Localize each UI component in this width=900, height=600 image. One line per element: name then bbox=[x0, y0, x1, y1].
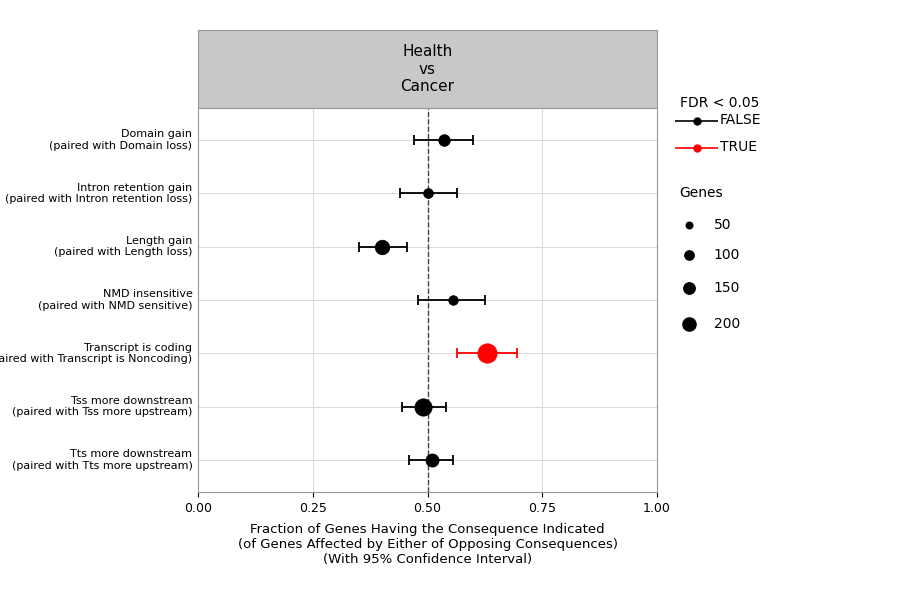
Point bbox=[374, 242, 389, 251]
Text: FDR < 0.05: FDR < 0.05 bbox=[680, 96, 759, 110]
Text: Genes: Genes bbox=[680, 186, 723, 200]
Point bbox=[480, 349, 494, 358]
X-axis label: Fraction of Genes Having the Consequence Indicated
(of Genes Affected by Either : Fraction of Genes Having the Consequence… bbox=[238, 523, 617, 566]
Text: FALSE: FALSE bbox=[720, 113, 761, 127]
Text: TRUE: TRUE bbox=[720, 140, 757, 154]
Point bbox=[682, 250, 697, 260]
Point bbox=[689, 143, 704, 152]
Point bbox=[420, 188, 435, 198]
Text: 50: 50 bbox=[714, 218, 731, 232]
Point bbox=[682, 283, 697, 293]
Point bbox=[416, 402, 430, 412]
Text: 200: 200 bbox=[714, 317, 740, 331]
Text: 100: 100 bbox=[714, 248, 740, 262]
Point bbox=[446, 295, 460, 305]
Text: Health
vs
Cancer: Health vs Cancer bbox=[400, 44, 454, 94]
Point bbox=[425, 455, 439, 465]
Point bbox=[436, 135, 451, 145]
Point bbox=[682, 319, 697, 329]
Text: 150: 150 bbox=[714, 281, 740, 295]
Point bbox=[682, 220, 697, 230]
Point bbox=[689, 116, 704, 125]
